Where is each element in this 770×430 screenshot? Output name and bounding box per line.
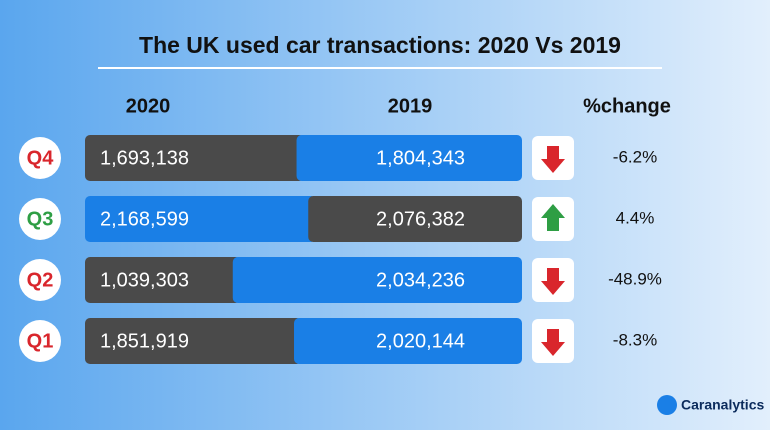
bar: [85, 196, 317, 242]
quarter-label: Q2: [27, 269, 54, 291]
value-label: 2,020,144: [376, 330, 465, 352]
quarter-label: Q3: [27, 208, 54, 230]
quarter-label: Q1: [27, 330, 54, 352]
value-label: 1,804,343: [376, 147, 465, 169]
change-label: -48.9%: [608, 269, 662, 288]
bar: [232, 257, 522, 303]
quarter-badge: [19, 259, 61, 301]
bar: [85, 257, 241, 303]
quarter-badge: [19, 198, 61, 240]
bar: [85, 318, 303, 364]
brand-name: Caranalytics: [681, 397, 764, 413]
bar: [308, 196, 522, 242]
column-header: %change: [583, 95, 671, 117]
column-header: 2019: [388, 95, 433, 117]
value-label: 2,168,599: [100, 208, 189, 230]
quarter-label: Q4: [27, 147, 55, 169]
value-label: 2,076,382: [376, 208, 465, 230]
change-arrow: [541, 268, 565, 295]
change-arrow: [541, 329, 565, 356]
value-label: 1,693,138: [100, 147, 189, 169]
value-label: 1,851,919: [100, 330, 189, 352]
quarter-badge: [19, 137, 61, 179]
brand-logo: Caranalytics: [657, 395, 764, 415]
logo-icon: [657, 395, 677, 415]
change-arrow: [541, 204, 565, 231]
bar: [85, 135, 305, 181]
change-label: 4.4%: [616, 208, 655, 227]
quarter-badge: [19, 320, 61, 362]
bar: [294, 318, 522, 364]
bar: [296, 135, 522, 181]
column-header: 2020: [126, 95, 171, 117]
change-label: -6.2%: [613, 147, 657, 166]
value-label: 1,039,303: [100, 269, 189, 291]
value-label: 2,034,236: [376, 269, 465, 291]
change-label: -8.3%: [613, 330, 657, 349]
chart-title: The UK used car transactions: 2020 Vs 20…: [139, 32, 621, 58]
change-arrow: [541, 146, 565, 173]
